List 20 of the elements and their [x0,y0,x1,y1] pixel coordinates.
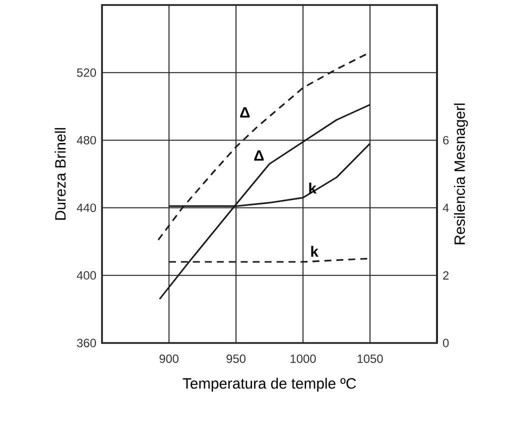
y2-tick-label: 4 [442,204,449,212]
y-tick-label: 480 [76,136,96,144]
series-label: Δ [240,107,250,118]
series-label: k [311,246,319,257]
y-tick-label: 360 [76,338,96,348]
y2-tick-label: 2 [443,271,449,280]
x-tick-label: 950 [226,354,246,363]
y2-tick-label: 0 [442,338,449,348]
x-axis-title: Temperatura de temple ºC [182,378,356,392]
x-tick-label: 1050 [358,354,383,363]
x-tick-label: 1000 [290,354,316,363]
series-label: k [309,182,317,194]
y-tick-label: 520 [77,68,96,77]
series-label: Δ [254,150,264,161]
y-tick-label: 400 [76,271,96,280]
y2-axis-title: Resilencia Mesnagerl [454,104,468,244]
y-tick-label: 440 [76,204,96,212]
y2-tick-label: 6 [443,136,449,144]
y-axis-title: Dureza Brinell [54,128,66,220]
x-tick-label: 900 [160,354,179,363]
